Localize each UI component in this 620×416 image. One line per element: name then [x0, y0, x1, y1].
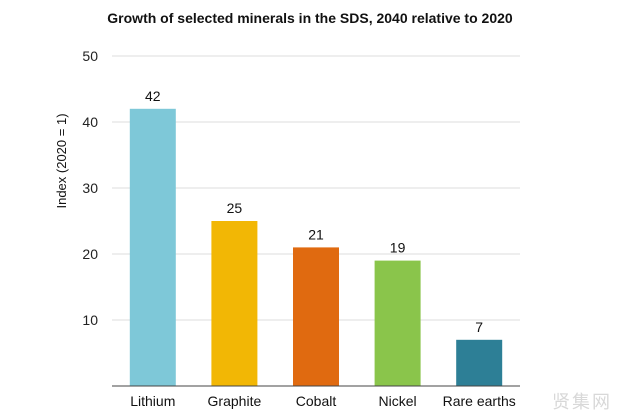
data-label: 42	[145, 88, 161, 104]
bar-rare-earths	[456, 339, 503, 386]
data-label: 19	[390, 240, 406, 256]
data-label: 21	[308, 226, 324, 242]
bar-nickel	[374, 260, 421, 386]
watermark: 贤集网	[552, 392, 612, 412]
bar-cobalt	[293, 247, 339, 386]
y-tick-label: 50	[82, 48, 98, 64]
category-label: Rare earths	[443, 393, 516, 409]
y-tick-label: 20	[82, 246, 98, 262]
data-label: 7	[475, 319, 483, 335]
data-label: 25	[227, 200, 243, 216]
category-label: Nickel	[379, 393, 417, 409]
category-label: Graphite	[208, 393, 262, 409]
y-tick-label: 10	[82, 312, 98, 328]
bar-lithium	[129, 108, 176, 387]
category-label: Cobalt	[296, 393, 337, 409]
y-axis-label: Index (2020 = 1)	[54, 113, 69, 208]
category-labels: Lithium Graphite Cobalt Nickel Rare earths	[130, 393, 516, 409]
bar-graphite	[211, 221, 258, 386]
data-labels: 42 25 21 19 7	[145, 88, 483, 335]
y-tick-labels: 10 20 30 40 50	[82, 48, 98, 328]
bars	[129, 108, 503, 387]
chart-title: Growth of selected minerals in the SDS, …	[107, 10, 513, 26]
category-label: Lithium	[130, 393, 175, 409]
y-tick-label: 30	[82, 180, 98, 196]
y-tick-label: 40	[82, 114, 98, 130]
